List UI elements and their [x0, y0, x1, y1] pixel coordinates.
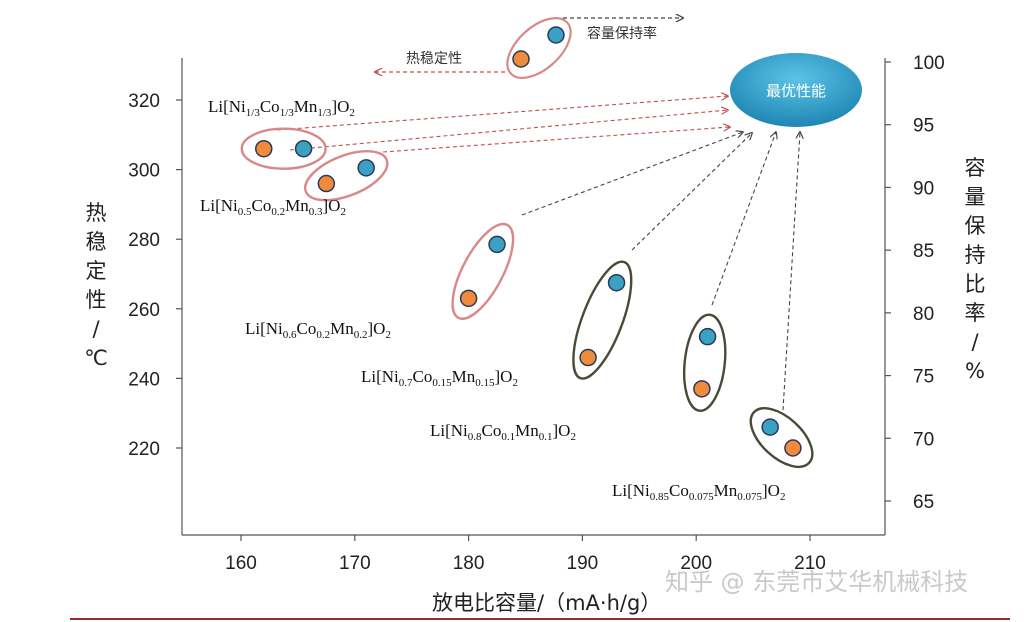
series-group-ellipse [240, 127, 327, 170]
pointer-arrow [782, 132, 800, 411]
capacity-retention-point [488, 235, 506, 254]
series-group-ellipse [304, 150, 389, 202]
pointer-arrow [521, 132, 743, 216]
series-group-ellipse [682, 313, 727, 412]
series-group-ellipse [572, 260, 633, 380]
right-y-axis-title: 容量保持比率/% [965, 156, 986, 383]
group-ellipses [240, 127, 814, 469]
series-group-ellipse [749, 407, 814, 469]
series-group-ellipse [451, 222, 515, 320]
right-y-tick-label: 75 [913, 367, 934, 388]
thermal-stability-point [255, 139, 273, 158]
thermal-stability-point [579, 348, 597, 367]
left-y-tick-label: 320 [128, 91, 160, 112]
thermal-stability-point [784, 439, 802, 457]
right-y-tick-label: 100 [913, 53, 945, 74]
right-y-tick-label: 95 [913, 116, 934, 137]
series-formula-label: Li[Ni0.85Co0.075Mn0.075]O2 [612, 481, 785, 503]
arrows-layer [276, 96, 800, 411]
capacity-retention-point [294, 139, 313, 158]
series-formula-label: Li[Ni0.8Co0.1Mn0.1]O2 [430, 421, 576, 443]
legend-thermal-label: 热稳定性 [406, 51, 462, 67]
pointer-arrow [631, 133, 752, 251]
right-y-tick-label: 70 [913, 429, 934, 450]
pointer-arrow [382, 127, 730, 153]
legend-thermal-dot [512, 50, 530, 68]
x-axis-title: 放电比容量/（mA·h/g） [432, 591, 661, 615]
series-formula-label: Li[Ni0.7Co0.15Mn0.15]O2 [361, 367, 518, 389]
legend: 容量保持率 热稳定性 [375, 7, 683, 79]
watermark: 知乎 @ 东莞市艾华机械科技 [665, 568, 968, 596]
legend-capacity-label: 容量保持率 [587, 25, 657, 42]
left-y-tick-label: 220 [128, 439, 160, 460]
capacity-retention-point [761, 418, 779, 436]
series-formula-label: Li[Ni0.6Co0.2Mn0.2]O2 [245, 319, 391, 341]
right-y-axis-ticks: 65 70 75 80 85 90 95 100 [885, 53, 945, 513]
thermal-stability-point [317, 174, 336, 193]
pointer-arrow [711, 132, 776, 306]
x-tick-label: 160 [225, 553, 257, 574]
capacity-retention-point [698, 327, 717, 346]
data-points [255, 139, 802, 457]
right-y-tick-label: 80 [913, 304, 934, 325]
x-axis-ticks: 160 170 180 190 200 210 [225, 535, 826, 574]
x-tick-label: 170 [339, 553, 371, 574]
badge-ellipse [730, 53, 862, 127]
thermal-stability-point [459, 289, 478, 308]
right-y-tick-label: 65 [913, 492, 934, 513]
x-tick-label: 200 [680, 553, 712, 574]
left-y-axis-ticks: 220 240 260 280 300 320 [128, 91, 182, 460]
pointer-arrow [289, 110, 728, 151]
thermal-stability-point [693, 380, 711, 398]
badge-label: 最优性能 [766, 82, 826, 100]
left-y-tick-label: 260 [128, 300, 160, 321]
optimal-performance-badge: 最优性能 [730, 53, 862, 127]
x-tick-label: 180 [453, 553, 485, 574]
right-y-tick-label: 90 [913, 178, 934, 199]
x-tick-label: 210 [794, 553, 826, 574]
series-labels: Li[Ni1/3Co1/3Mn1/3]O2 Li[Ni0.5Co0.2Mn0.3]… [200, 97, 785, 503]
x-tick-label: 190 [567, 553, 599, 574]
series-formula-label: Li[Ni1/3Co1/3Mn1/3]O2 [208, 97, 355, 119]
left-y-tick-label: 300 [128, 161, 160, 182]
pointer-arrow [276, 96, 728, 131]
legend-capacity-dot [547, 26, 565, 44]
right-y-tick-label: 85 [913, 241, 934, 262]
series-formula-label: Li[Ni0.5Co0.2Mn0.3]O2 [200, 196, 346, 218]
legend-ellipse [506, 17, 572, 79]
capacity-retention-point [607, 273, 626, 292]
capacity-retention-point [357, 159, 375, 177]
left-y-axis-title: 热稳定性/℃ [84, 201, 108, 370]
left-y-tick-label: 280 [128, 230, 160, 251]
left-y-tick-label: 240 [128, 369, 160, 390]
